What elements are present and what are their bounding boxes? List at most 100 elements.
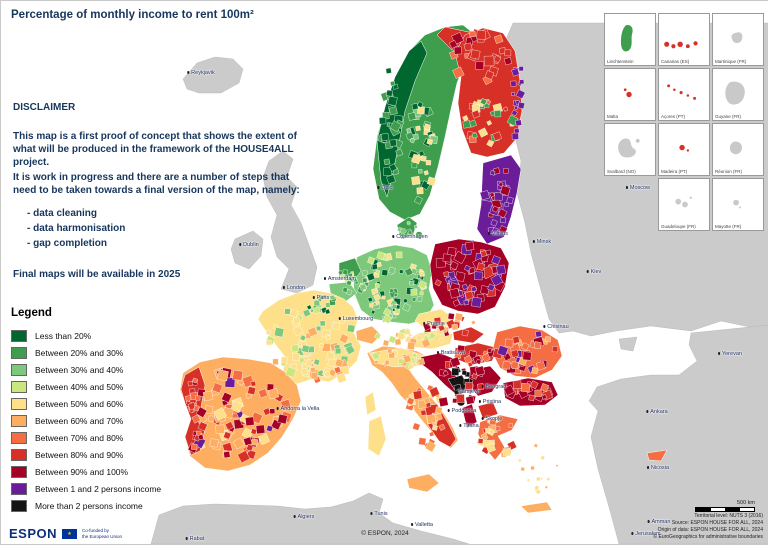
bullet-gap-completion: - gap completion (27, 238, 107, 249)
credit-origin: Origin of data: ESPON HOUSE FOR ALL, 202… (657, 527, 763, 533)
region-sardinia (367, 415, 387, 457)
inset-label: Mayotte (FR) (715, 224, 742, 229)
disclaimer-paragraph-2: It is work in progress and there are a n… (13, 172, 300, 196)
inset-map-canarias: Canarias (ES) (658, 13, 710, 66)
credits-block: Territorial level: NUTS 3 (2016) Source:… (653, 513, 763, 541)
inset-maps-panel: Liechtenstein Canarias (ES) Martinique (… (604, 13, 764, 231)
nuts3-mosaic-texture (185, 28, 559, 495)
region-switzerland (355, 325, 382, 345)
land-turkey-middle-east (588, 324, 768, 544)
legend-swatch (11, 380, 27, 393)
inset-map-acores: Açores (PT) (658, 68, 710, 121)
credit-territorial-level: Territorial level: NUTS 3 (2016) (694, 513, 763, 519)
page-title: Percentage of monthly income to rent 100… (11, 9, 254, 21)
espon-copyright: © ESPON, 2024 (361, 530, 409, 537)
eu-cofunded-line2: the European Union (82, 533, 123, 539)
legend-swatch (11, 329, 27, 342)
legend-item-label: Between 50% and 60% (35, 398, 124, 409)
legend-item: Between 90% and 100% (11, 463, 196, 480)
inset-label: Guyane (FR) (715, 114, 742, 119)
eu-cofunded-text: Co-funded by the European Union (82, 528, 122, 539)
inset-map-liechtenstein: Liechtenstein (604, 13, 656, 66)
region-cyprus (646, 449, 668, 462)
legend-swatch (11, 448, 27, 461)
disclaimer-paragraph-1: This map is a first proof of concept tha… (13, 131, 297, 168)
legend-title: Legend (11, 307, 52, 319)
bullet-data-cleaning: - data cleaning (27, 208, 98, 219)
legend-swatch (11, 482, 27, 495)
inset-label: Açores (PT) (661, 114, 686, 119)
legend-swatch (11, 346, 27, 359)
legend-item: Between 50% and 60% (11, 395, 196, 412)
espon-logo: ESPON ★ Co-funded by the European Union (9, 526, 122, 541)
inset-map-guyane: Guyane (FR) (712, 68, 764, 121)
inset-map-svalbard: Svalbard (NO) (604, 123, 656, 176)
inset-label: Malta (607, 114, 619, 119)
disclaimer-heading: DISCLAIMER (13, 102, 76, 113)
legend-item: Less than 20% (11, 327, 196, 344)
region-crete (520, 501, 553, 514)
scale-bar-label: 500 km (736, 500, 755, 506)
region-corsica (364, 391, 377, 416)
bullet-data-harmonisation: - data harmonisation (27, 223, 126, 234)
disclaimer-bullets: - data cleaning - data harmonisation - g… (27, 207, 315, 250)
legend-item: Between 40% and 50% (11, 378, 196, 395)
legend-item-label: Between 20% and 30% (35, 347, 124, 358)
disclaimer-footer: Final maps will be available in 2025 (13, 269, 181, 280)
scale-bar-graphic (695, 507, 755, 512)
inset-map-malta: Malta (604, 68, 656, 121)
legend-item-label: Between 1 and 2 persons income (35, 483, 162, 494)
legend-item-label: Less than 20% (35, 330, 92, 341)
legend-item: Between 60% and 70% (11, 412, 196, 429)
inset-label: Svalbard (NO) (607, 169, 636, 174)
legend-swatch (11, 414, 27, 427)
legend-item: Between 30% and 40% (11, 361, 196, 378)
eu-flag-icon: ★ (62, 528, 78, 539)
legend-item-label: Between 70% and 80% (35, 432, 124, 443)
inset-map-guadeloupe: Guadeloupe (FR) (658, 178, 710, 231)
legend-item-label: Between 40% and 50% (35, 381, 124, 392)
disclaimer-block: DISCLAIMER This map is a first proof of … (13, 101, 315, 281)
land-iceland (182, 56, 244, 94)
legend-item-label: Between 30% and 40% (35, 364, 124, 375)
credit-source: Source: ESPON HOUSE FOR ALL, 2024 (671, 520, 763, 526)
inset-label: Réunion (FR) (715, 169, 743, 174)
legend-item-label: More than 2 persons income (35, 500, 143, 511)
espon-logo-text: ESPON (9, 526, 58, 541)
legend: Legend Less than 20% Between 20% and 30%… (11, 307, 196, 514)
inset-map-reunion: Réunion (FR) (712, 123, 764, 176)
region-north-macedonia (477, 401, 499, 420)
land-crimea (618, 336, 638, 352)
legend-swatch (11, 465, 27, 478)
eu-cofunded-line1: Co-funded by (82, 528, 110, 534)
legend-item: Between 80% and 90% (11, 446, 196, 463)
legend-item-label: Between 90% and 100% (35, 466, 129, 477)
legend-swatch (11, 397, 27, 410)
region-albania (461, 403, 478, 429)
legend-swatch (11, 431, 27, 444)
inset-map-martinique: Martinique (FR) (712, 13, 764, 66)
legend-swatch (11, 363, 27, 376)
credit-boundaries: © EuroGeographics for administrative bou… (653, 534, 763, 540)
inset-map-madeira: Madeira (PT) (658, 123, 710, 176)
region-zealand (415, 231, 423, 239)
inset-label: Guadeloupe (FR) (661, 224, 696, 229)
inset-map-mayotte: Mayotte (FR) (712, 178, 764, 231)
inset-label: Liechtenstein (607, 59, 634, 64)
scale-bar: 500 km (695, 500, 755, 512)
inset-label: Martinique (FR) (715, 59, 747, 64)
legend-item-label: Between 60% and 70% (35, 415, 124, 426)
legend-item: Between 70% and 80% (11, 429, 196, 446)
legend-item-label: Between 80% and 90% (35, 449, 124, 460)
inset-label: Madeira (PT) (661, 169, 688, 174)
region-slovakia (452, 326, 485, 344)
land-north-africa (150, 492, 470, 544)
legend-swatch (11, 499, 27, 512)
legend-item: Between 1 and 2 persons income (11, 480, 196, 497)
land-great-britain (262, 150, 318, 294)
inset-label: Canarias (ES) (661, 59, 690, 64)
legend-item: Between 20% and 30% (11, 344, 196, 361)
legend-item: More than 2 persons income (11, 497, 196, 514)
